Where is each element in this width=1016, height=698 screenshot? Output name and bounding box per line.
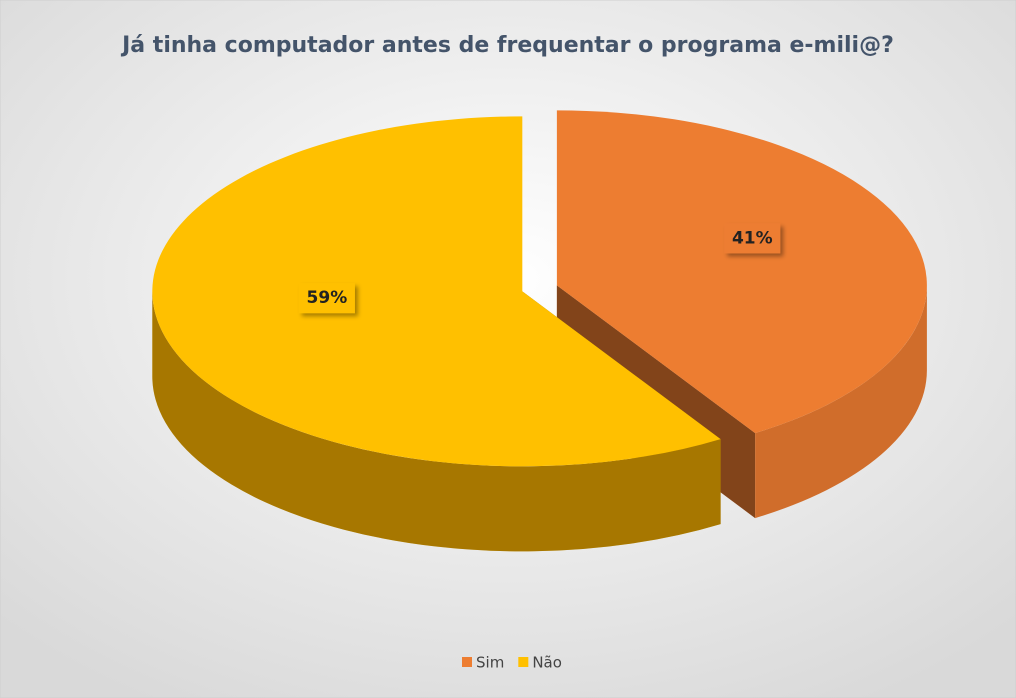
legend-swatch	[518, 657, 529, 667]
slice-side-shade	[152, 291, 721, 552]
tops	[152, 110, 927, 467]
legend-label: Não	[532, 654, 562, 672]
legend: Sim Não	[462, 654, 562, 672]
value-label: 59%	[307, 288, 348, 308]
legend-swatch	[462, 657, 472, 667]
labels: 41% 59%	[298, 223, 781, 314]
value-label-box	[298, 283, 355, 314]
value-label: 41%	[732, 228, 773, 248]
legend-label: Sim	[476, 654, 504, 672]
value-label-box	[724, 223, 781, 254]
slice-side	[152, 291, 721, 552]
slice	[152, 116, 721, 467]
chart-title: Já tinha computador antes de frequentar …	[120, 33, 894, 58]
slice	[556, 110, 927, 434]
slice-side	[755, 285, 927, 519]
slice-side-shade	[755, 285, 927, 519]
